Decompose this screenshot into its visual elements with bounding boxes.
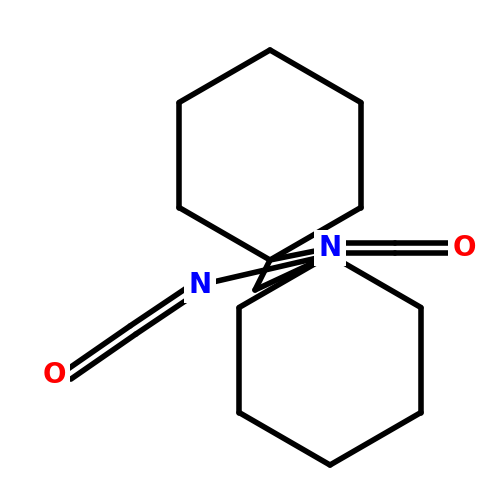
Text: O: O [452, 234, 476, 262]
Text: N: N [188, 271, 212, 299]
Text: N: N [318, 234, 342, 262]
Text: O: O [42, 361, 66, 389]
